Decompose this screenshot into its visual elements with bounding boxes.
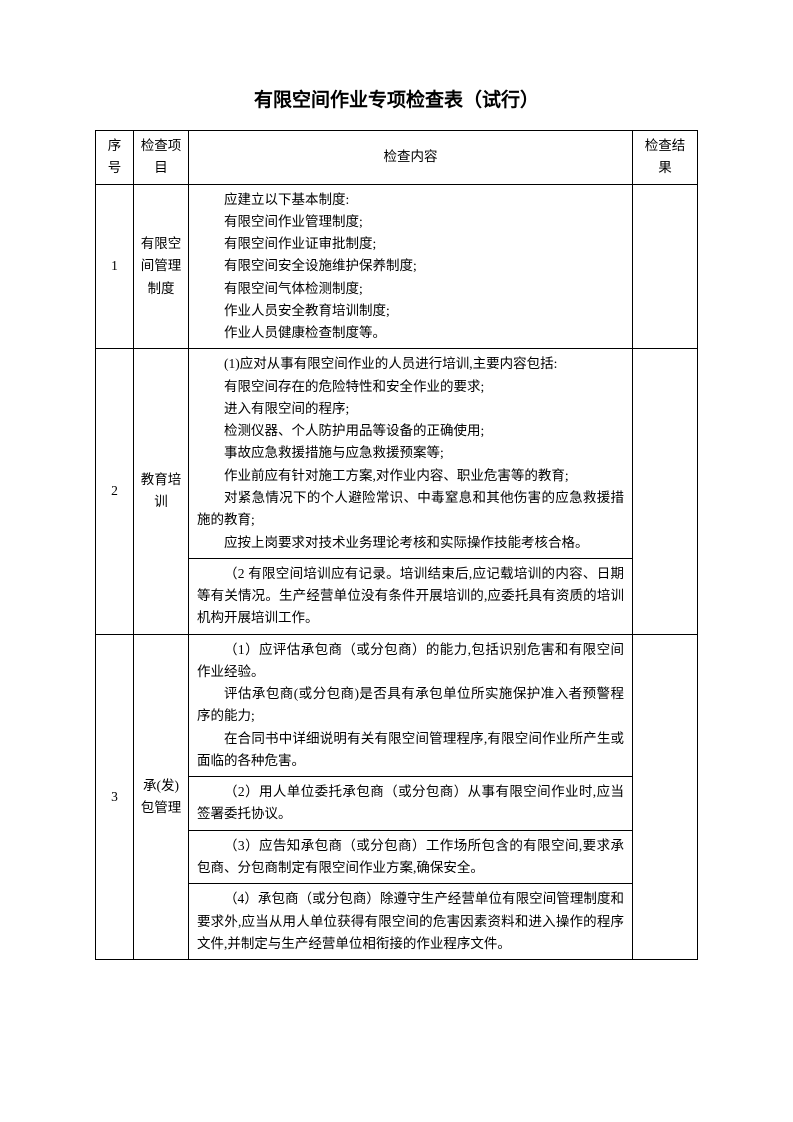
content-line: 作业人员安全教育培训制度; [197, 300, 624, 322]
cell-content: (1)应对从事有限空间作业的人员进行培训,主要内容包括:有限空间存在的危险特性和… [189, 349, 633, 558]
content-line: 进入有限空间的程序; [197, 398, 624, 420]
content-line: 作业人员健康检查制度等。 [197, 322, 624, 344]
content-line: 评估承包商(或分包商)是否具有承包单位所实施保护准入者预警程序的能力; [197, 683, 624, 728]
content-line: 有限空间气体检测制度; [197, 278, 624, 300]
cell-item: 教育培训 [134, 349, 189, 634]
header-content: 检查内容 [189, 131, 633, 185]
header-seq: 序号 [96, 131, 134, 185]
content-line: 有限空间安全设施维护保养制度; [197, 255, 624, 277]
table-header-row: 序号 检查项目 检查内容 检查结果 [96, 131, 698, 185]
content-line: （4）承包商（或分包商）除遵守生产经营单位有限空间管理制度和要求外,应当从用人单… [197, 888, 624, 955]
content-line: 事故应急救援措施与应急救援预案等; [197, 442, 624, 464]
table-row: 2教育培训(1)应对从事有限空间作业的人员进行培训,主要内容包括:有限空间存在的… [96, 349, 698, 558]
content-line: （2）用人单位委托承包商（或分包商）从事有限空间作业时,应当签署委托协议。 [197, 781, 624, 826]
cell-item: 承(发)包管理 [134, 634, 189, 959]
cell-seq: 1 [96, 184, 134, 349]
cell-item: 有限空间管理制度 [134, 184, 189, 349]
header-item: 检查项目 [134, 131, 189, 185]
cell-result [633, 184, 698, 349]
content-line: 有限空间存在的危险特性和安全作业的要求; [197, 376, 624, 398]
inspection-table: 序号 检查项目 检查内容 检查结果 1有限空间管理制度应建立以下基本制度:有限空… [95, 130, 698, 960]
content-line: （2 有限空间培训应有记录。培训结束后,应记载培训的内容、日期等有关情况。生产经… [197, 563, 624, 630]
cell-content: （1）应评估承包商（或分包商）的能力,包括识别危害和有限空间作业经验。评估承包商… [189, 634, 633, 777]
cell-content: 应建立以下基本制度:有限空间作业管理制度;有限空间作业证审批制度;有限空间安全设… [189, 184, 633, 349]
cell-seq: 3 [96, 634, 134, 959]
header-result: 检查结果 [633, 131, 698, 185]
cell-content: （2）用人单位委托承包商（或分包商）从事有限空间作业时,应当签署委托协议。 [189, 777, 633, 831]
content-line: 有限空间作业管理制度; [197, 211, 624, 233]
content-line: 对紧急情况下的个人避险常识、中毒窒息和其他伤害的应急救援措施的教育; [197, 487, 624, 532]
content-line: (1)应对从事有限空间作业的人员进行培训,主要内容包括: [197, 353, 624, 375]
cell-content: （4）承包商（或分包商）除遵守生产经营单位有限空间管理制度和要求外,应当从用人单… [189, 884, 633, 960]
cell-content: （2 有限空间培训应有记录。培训结束后,应记载培训的内容、日期等有关情况。生产经… [189, 558, 633, 634]
content-line: 在合同书中详细说明有关有限空间管理程序,有限空间作业所产生或面临的各种危害。 [197, 728, 624, 773]
table-row: 3承(发)包管理（1）应评估承包商（或分包商）的能力,包括识别危害和有限空间作业… [96, 634, 698, 777]
content-line: 应按上岗要求对技术业务理论考核和实际操作技能考核合格。 [197, 532, 624, 554]
content-line: 作业前应有针对施工方案,对作业内容、职业危害等的教育; [197, 465, 624, 487]
table-row: 1有限空间管理制度应建立以下基本制度:有限空间作业管理制度;有限空间作业证审批制… [96, 184, 698, 349]
content-line: （1）应评估承包商（或分包商）的能力,包括识别危害和有限空间作业经验。 [197, 639, 624, 684]
cell-seq: 2 [96, 349, 134, 634]
content-line: 检测仪器、个人防护用品等设备的正确使用; [197, 420, 624, 442]
cell-result [633, 634, 698, 959]
page-title: 有限空间作业专项检查表（试行） [95, 85, 698, 112]
content-line: 应建立以下基本制度: [197, 189, 624, 211]
content-line: 有限空间作业证审批制度; [197, 233, 624, 255]
cell-content: （3）应告知承包商（或分包商）工作场所包含的有限空间,要求承包商、分包商制定有限… [189, 830, 633, 884]
content-line: （3）应告知承包商（或分包商）工作场所包含的有限空间,要求承包商、分包商制定有限… [197, 835, 624, 880]
cell-result [633, 349, 698, 634]
